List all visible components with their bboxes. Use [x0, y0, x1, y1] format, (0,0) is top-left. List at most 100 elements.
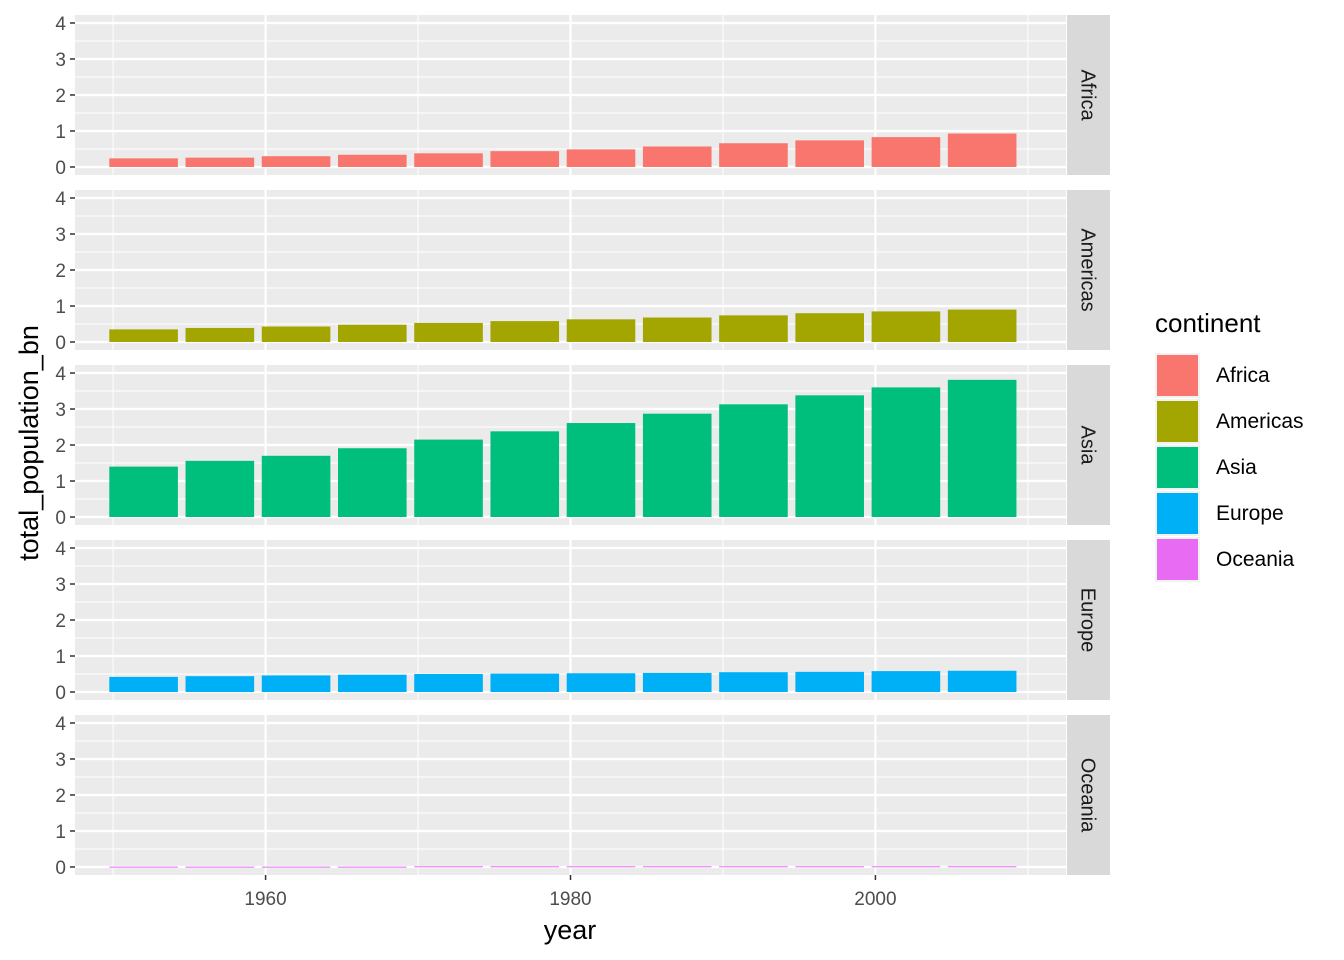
legend-key-europe [1157, 493, 1198, 534]
legend-label-americas: Americas [1216, 410, 1304, 433]
bar-europe-1952 [109, 676, 178, 692]
bar-oceania-1962 [261, 866, 331, 868]
bar-oceania-1952 [109, 866, 178, 868]
bar-africa-2002 [871, 137, 941, 167]
bar-oceania-1972 [414, 866, 483, 868]
facet-panel-oceania: 0 1 2 3 4 Oceania [55, 714, 1110, 879]
legend-key-africa [1157, 355, 1198, 396]
bar-africa-1952 [109, 158, 178, 167]
y-axis-title: total_population_bn [14, 325, 44, 561]
y-tick-label: 1 [55, 822, 66, 843]
bar-asia-1997 [795, 395, 864, 517]
y-tick-label: 1 [55, 297, 66, 318]
bar-europe-2007 [947, 670, 1017, 692]
bar-oceania-2007 [947, 866, 1017, 868]
facet-panel-europe: 0 1 2 3 4 Europe [55, 539, 1110, 704]
y-tick-label: 0 [55, 508, 66, 529]
y-tick-label: 3 [55, 575, 66, 596]
facet-panel-asia: 0 1 2 3 4 Asia [55, 364, 1110, 529]
bar-americas-1972 [414, 322, 483, 342]
bar-africa-1987 [642, 146, 712, 167]
bar-europe-1967 [337, 674, 407, 692]
bar-europe-2002 [871, 671, 941, 692]
y-tick-label: 0 [55, 683, 66, 704]
legend-label-africa: Africa [1216, 364, 1270, 387]
legend-key-americas [1157, 401, 1198, 442]
x-tick-label: 1960 [244, 889, 286, 910]
facet-strip-label: Asia [1077, 426, 1099, 466]
facet-panels: 0 1 2 3 4 Africa 0 1 2 3 4 Americas 0 1 2 3 4 Asia 0 1 2 3 4 Eu… [55, 14, 1110, 879]
y-tick-label: 2 [55, 786, 66, 807]
bar-americas-1987 [642, 317, 712, 342]
bar-africa-1992 [719, 143, 788, 167]
bar-americas-1992 [719, 315, 788, 342]
y-tick-label: 4 [55, 189, 66, 210]
y-tick-label: 1 [55, 472, 66, 493]
y-tick-label: 0 [55, 858, 66, 879]
y-tick-label: 2 [55, 261, 66, 282]
facet-panel-americas: 0 1 2 3 4 Americas [55, 189, 1110, 354]
bar-oceania-1967 [337, 866, 407, 868]
y-tick-label: 4 [55, 539, 66, 560]
bar-africa-1997 [795, 140, 864, 167]
bar-oceania-2002 [871, 866, 941, 868]
bar-americas-1977 [490, 321, 560, 342]
facet-strip-label: Europe [1077, 588, 1099, 653]
bar-asia-2002 [871, 387, 941, 517]
facet-strip [1067, 540, 1110, 700]
y-tick-label: 0 [55, 158, 66, 179]
bar-europe-1972 [414, 674, 483, 692]
facet-strip-label: Americas [1077, 228, 1099, 311]
x-tick-label: 1980 [549, 889, 591, 910]
y-tick-label: 1 [55, 122, 66, 143]
y-tick-label: 3 [55, 400, 66, 421]
bar-asia-1962 [261, 455, 331, 517]
bar-oceania-1992 [719, 866, 788, 868]
bar-asia-1992 [719, 404, 788, 517]
bar-europe-1982 [566, 673, 636, 692]
bar-europe-1992 [719, 672, 788, 692]
y-tick-label: 4 [55, 14, 66, 35]
bar-americas-1967 [337, 324, 407, 342]
bar-asia-1967 [337, 448, 407, 517]
bar-asia-1952 [109, 466, 178, 517]
bar-africa-1962 [261, 156, 331, 167]
bar-europe-1987 [642, 672, 712, 692]
facet-strip [1067, 365, 1110, 525]
bar-africa-1982 [566, 149, 636, 167]
bar-africa-1977 [490, 151, 560, 167]
bar-europe-1977 [490, 673, 560, 692]
x-axis: 1960 1980 2000 [244, 875, 897, 910]
legend-label-europe: Europe [1216, 502, 1284, 525]
bar-asia-2007 [947, 379, 1017, 517]
legend-label-asia: Asia [1216, 456, 1257, 479]
y-tick-label: 0 [55, 333, 66, 354]
facet-strip-label: Africa [1077, 69, 1099, 121]
facet-strip [1067, 715, 1110, 875]
bar-americas-2002 [871, 311, 941, 342]
bar-oceania-1997 [795, 866, 864, 868]
y-tick-label: 3 [55, 750, 66, 771]
y-tick-label: 4 [55, 714, 66, 735]
bar-oceania-1977 [490, 866, 560, 868]
legend-key-oceania [1157, 539, 1198, 580]
bar-europe-1957 [185, 676, 255, 692]
bar-americas-1957 [185, 327, 255, 342]
bar-africa-1957 [185, 157, 255, 167]
bar-europe-1997 [795, 671, 864, 692]
x-tick-label: 2000 [854, 889, 896, 910]
legend-key-asia [1157, 447, 1198, 488]
bar-oceania-1987 [642, 866, 712, 868]
bar-oceania-1957 [185, 866, 255, 868]
bar-asia-1982 [566, 423, 636, 517]
bar-americas-1962 [261, 326, 331, 342]
bar-africa-1967 [337, 154, 407, 167]
y-tick-label: 2 [55, 86, 66, 107]
bar-africa-2007 [947, 133, 1017, 167]
bar-asia-1977 [490, 431, 560, 517]
bar-africa-1972 [414, 153, 483, 167]
bar-americas-1997 [795, 313, 864, 342]
y-tick-label: 4 [55, 364, 66, 385]
bar-asia-1957 [185, 460, 255, 517]
